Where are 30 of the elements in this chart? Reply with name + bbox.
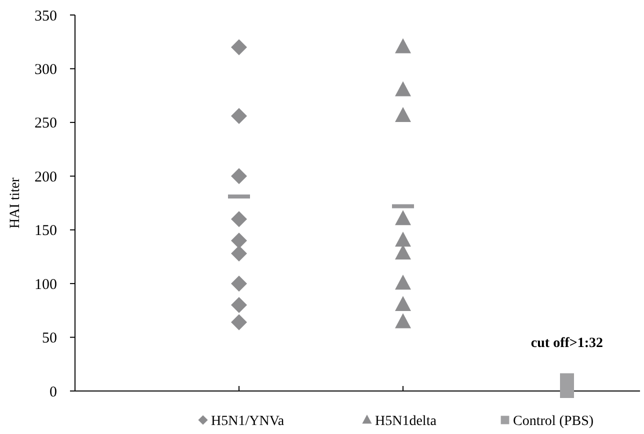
point	[231, 276, 247, 292]
point	[231, 297, 247, 314]
point	[231, 314, 247, 330]
legend-label: H5N1delta	[375, 414, 438, 429]
point	[395, 274, 411, 290]
point	[231, 245, 247, 262]
y-tick-label: 0	[50, 384, 57, 400]
point	[395, 210, 411, 226]
point	[231, 39, 247, 56]
annotation: cut off>1:32	[530, 336, 604, 351]
point	[395, 81, 411, 96]
y-tick-label: 350	[34, 8, 57, 24]
y-tick-label: 150	[34, 223, 57, 240]
point	[395, 313, 411, 328]
point	[395, 38, 411, 54]
point	[231, 108, 247, 124]
legend-label: H5N1/YNVa	[211, 414, 285, 429]
y-tick-label: 50	[42, 330, 57, 347]
y-tick-label: 200	[34, 169, 57, 186]
point	[231, 168, 247, 184]
y-tick-label: 100	[34, 276, 57, 293]
y-tick-label: 250	[34, 116, 57, 132]
legend-label: Control (PBS)	[513, 414, 594, 429]
y-tick-label: 300	[34, 62, 57, 78]
point	[231, 211, 247, 228]
point	[395, 296, 411, 312]
point	[395, 232, 411, 247]
point	[231, 232, 247, 249]
point	[395, 106, 411, 122]
y-axis-title: HAI titer	[8, 177, 23, 228]
